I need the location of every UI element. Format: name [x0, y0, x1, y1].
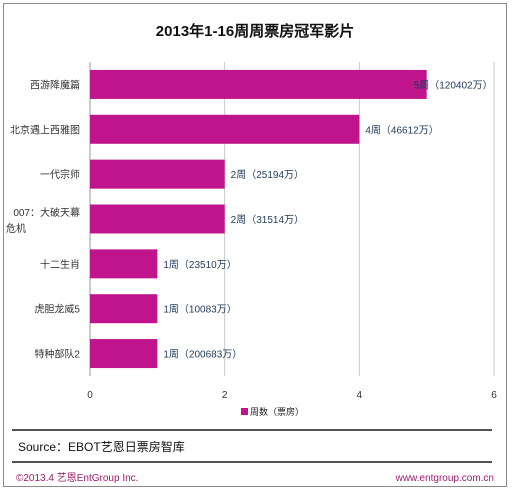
data-label: 1周（10083万） — [163, 304, 236, 316]
data-label: 4周（46612万） — [365, 124, 438, 136]
category-label: 十二生肖 — [40, 258, 80, 271]
x-tick-label: 0 — [87, 390, 93, 401]
category-label: 西游降魔篇 — [30, 78, 80, 91]
category-label: 虎胆龙威5 — [34, 303, 80, 316]
bar — [90, 249, 158, 279]
bar — [90, 294, 158, 324]
x-tick-label: 4 — [357, 390, 363, 401]
data-label: 2周（31514万） — [231, 214, 304, 226]
data-label: 5周（120402万） — [414, 79, 493, 91]
bar — [90, 204, 225, 234]
data-labels: 5周（120402万） 4周（46612万） 2周（25194万） 2周（31514万… — [163, 79, 492, 360]
x-tick-labels: 0 2 4 6 — [87, 390, 497, 401]
x-tick-label: 2 — [222, 390, 228, 401]
chart-title: 2013年1-16周周票房冠军影片 — [156, 22, 354, 40]
bars — [90, 69, 427, 369]
bar — [90, 69, 427, 99]
website-text: www.entgroup.com.cn — [395, 473, 494, 484]
legend: 周数（票房） — [241, 406, 304, 417]
data-label: 1周（23510万） — [163, 259, 236, 271]
bar — [90, 159, 225, 189]
legend-swatch — [241, 408, 248, 415]
category-label: 特种部队2 — [34, 348, 80, 361]
x-tick-label: 6 — [491, 390, 497, 401]
legend-label: 周数（票房） — [250, 406, 304, 417]
data-label: 2周（25194万） — [231, 169, 304, 181]
source-text: Source：EBOT艺恩日票房智库 — [18, 439, 185, 454]
category-label: 007：大破天幕危机 — [6, 206, 80, 235]
data-label: 1周（200683万） — [163, 349, 242, 361]
category-label: 北京遇上西雅图 — [10, 123, 80, 136]
bar — [90, 339, 158, 369]
bar — [90, 114, 360, 144]
copyright-text: ©2013.4 艺恩EntGroup Inc. — [16, 472, 138, 484]
category-label: 一代宗师 — [40, 168, 80, 181]
